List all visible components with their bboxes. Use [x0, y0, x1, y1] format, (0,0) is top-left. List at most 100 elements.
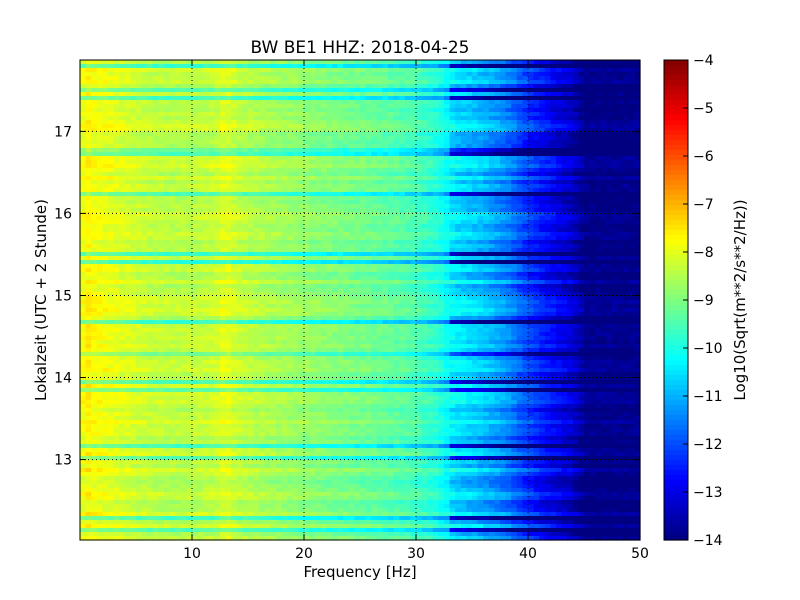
heatmap-cell: [214, 236, 221, 241]
heatmap-cell: [472, 168, 479, 173]
heatmap-cell: [231, 92, 238, 97]
heatmap-cell: [628, 208, 635, 213]
heatmap-cell: [388, 220, 395, 225]
heatmap-cell: [376, 88, 383, 93]
heatmap-cell: [259, 164, 266, 169]
heatmap-cell: [466, 76, 473, 81]
heatmap-cell: [169, 64, 176, 69]
heatmap-cell: [533, 108, 540, 113]
heatmap-cell: [516, 172, 523, 177]
heatmap-cell: [612, 136, 619, 141]
heatmap-cell: [80, 172, 87, 177]
heatmap-cell: [460, 128, 467, 133]
heatmap-cell: [348, 104, 355, 109]
heatmap-cell: [382, 160, 389, 165]
heatmap-cell: [589, 252, 596, 257]
heatmap-cell: [634, 72, 641, 77]
heatmap-cell: [432, 184, 439, 189]
heatmap-cell: [225, 104, 232, 109]
heatmap-cell: [130, 164, 137, 169]
heatmap-cell: [416, 168, 423, 173]
heatmap-cell: [242, 124, 249, 129]
heatmap-cell: [276, 204, 283, 209]
heatmap-cell: [113, 192, 120, 197]
heatmap-cell: [606, 128, 613, 133]
heatmap-cell: [488, 96, 495, 101]
heatmap-cell: [410, 248, 417, 253]
heatmap-cell: [348, 172, 355, 177]
heatmap-cell: [242, 196, 249, 201]
heatmap-cell: [130, 116, 137, 121]
heatmap-cell: [175, 236, 182, 241]
heatmap-cell: [399, 152, 406, 157]
heatmap-cell: [376, 256, 383, 261]
heatmap-cell: [264, 220, 271, 225]
heatmap-cell: [556, 196, 563, 201]
heatmap-cell: [225, 128, 232, 133]
heatmap-cell: [164, 124, 171, 129]
heatmap-cell: [404, 96, 411, 101]
heatmap-cell: [141, 120, 148, 125]
heatmap-cell: [427, 176, 434, 181]
heatmap-cell: [388, 132, 395, 137]
heatmap-cell: [192, 68, 199, 73]
heatmap-cell: [477, 204, 484, 209]
heatmap-cell: [214, 80, 221, 85]
heatmap-cell: [388, 64, 395, 69]
heatmap-cell: [242, 236, 249, 241]
heatmap-cell: [147, 88, 154, 93]
heatmap-cell: [304, 212, 311, 217]
heatmap-cell: [444, 64, 451, 69]
heatmap-cell: [388, 156, 395, 161]
heatmap-cell: [169, 204, 176, 209]
heatmap-cell: [270, 256, 277, 261]
heatmap-cell: [488, 120, 495, 125]
heatmap-cell: [612, 60, 619, 65]
heatmap-cell: [158, 184, 165, 189]
heatmap-cell: [612, 88, 619, 93]
heatmap-cell: [152, 160, 159, 165]
heatmap-cell: [332, 100, 339, 105]
heatmap-cell: [427, 160, 434, 165]
heatmap-cell: [141, 76, 148, 81]
heatmap-cell: [623, 108, 630, 113]
heatmap-cell: [466, 164, 473, 169]
heatmap-cell: [304, 168, 311, 173]
heatmap-cell: [483, 200, 490, 205]
heatmap-cell: [376, 184, 383, 189]
heatmap-cell: [186, 84, 193, 89]
heatmap-cell: [376, 152, 383, 157]
heatmap-cell: [483, 184, 490, 189]
heatmap-cell: [175, 100, 182, 105]
heatmap-cell: [376, 244, 383, 249]
heatmap-cell: [360, 116, 367, 121]
heatmap-cell: [556, 64, 563, 69]
heatmap-cell: [242, 140, 249, 145]
heatmap-cell: [220, 96, 227, 101]
heatmap-cell: [175, 140, 182, 145]
heatmap-cell: [365, 208, 372, 213]
heatmap-cell: [444, 208, 451, 213]
heatmap-cell: [421, 224, 428, 229]
heatmap-cell: [80, 84, 87, 89]
heatmap-cell: [505, 96, 512, 101]
heatmap-cell: [522, 256, 529, 261]
heatmap-cell: [147, 160, 154, 165]
heatmap-cell: [561, 104, 568, 109]
heatmap-cell: [175, 204, 182, 209]
heatmap-cell: [259, 104, 266, 109]
heatmap-cell: [539, 188, 546, 193]
heatmap-cell: [309, 152, 316, 157]
heatmap-cell: [477, 112, 484, 117]
heatmap-cell: [404, 68, 411, 73]
heatmap-cell: [399, 216, 406, 221]
heatmap-cell: [494, 132, 501, 137]
heatmap-cell: [332, 68, 339, 73]
heatmap-cell: [404, 240, 411, 245]
heatmap-cell: [253, 120, 260, 125]
heatmap-cell: [393, 204, 400, 209]
heatmap-cell: [460, 108, 467, 113]
heatmap-cell: [337, 256, 344, 261]
heatmap-cell: [612, 124, 619, 129]
heatmap-cell: [472, 160, 479, 165]
